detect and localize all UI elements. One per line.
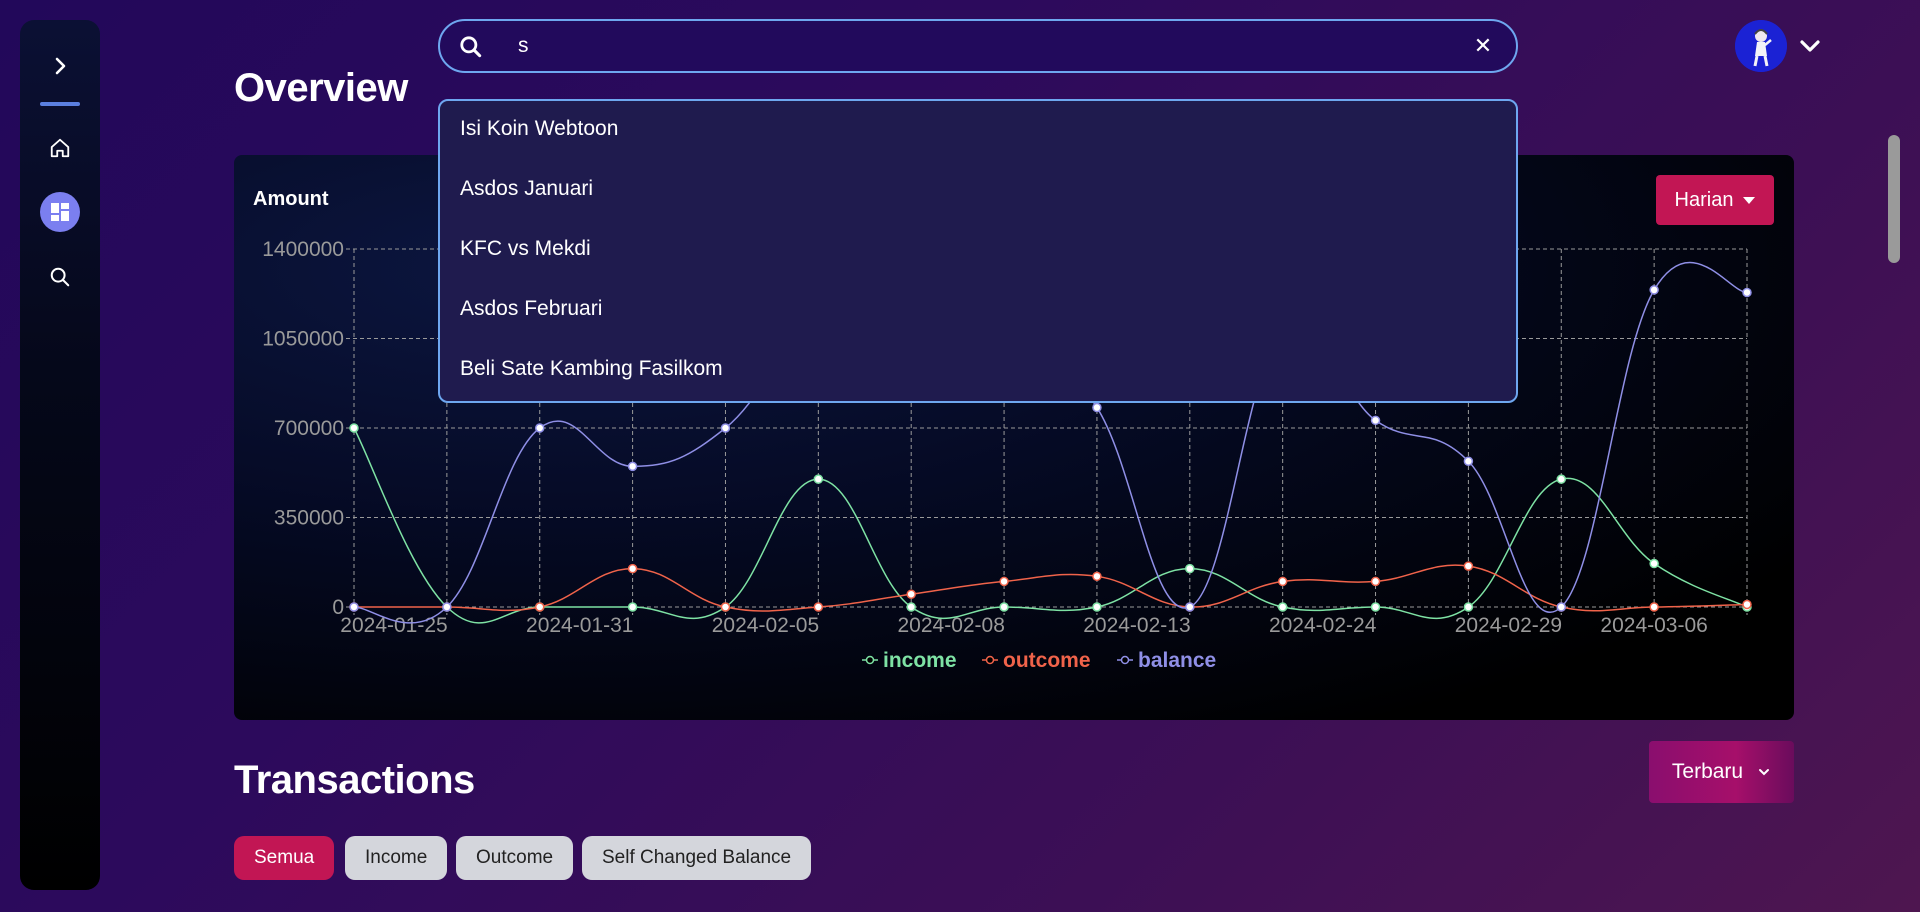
suggestion-item[interactable]: KFC vs Mekdi	[460, 237, 591, 260]
x-tick-label: 2024-02-08	[897, 614, 1004, 637]
y-tick-label: 0	[332, 596, 344, 619]
suggestion-item[interactable]: Asdos Januari	[460, 177, 594, 200]
overview-title: Overview	[234, 66, 408, 110]
x-tick-label: 2024-01-31	[526, 614, 633, 637]
income-data-point	[1463, 602, 1474, 612]
balance-series-line	[353, 261, 1748, 624]
period-label: Harian	[1674, 188, 1734, 211]
outcome-data-point	[813, 602, 824, 612]
outcome-series-line	[354, 564, 1748, 612]
income-data-point	[999, 602, 1009, 612]
balance-data-point	[720, 423, 731, 433]
sidebar-search[interactable]	[40, 257, 80, 297]
balance-data-point	[1649, 285, 1659, 295]
legend-label: income	[883, 649, 957, 672]
home-icon	[50, 138, 70, 158]
x-tick-label: 2024-02-05	[712, 614, 819, 637]
filter-chip-outcome[interactable]: Outcome	[456, 836, 574, 880]
outcome-data-point	[534, 602, 545, 612]
outcome-data-point	[1092, 571, 1102, 582]
avatar-figure-icon	[1735, 20, 1787, 72]
x-tick-label: 2024-02-13	[1083, 614, 1190, 637]
suggestion-item[interactable]: Beli Sate Kambing Fasilkom	[460, 357, 723, 380]
caret-down-icon	[1743, 196, 1756, 204]
outcome-data-point	[906, 589, 916, 599]
income-data-point	[906, 602, 916, 612]
search-icon	[460, 36, 482, 58]
income-data-point	[1649, 558, 1659, 569]
y-tick-label: 1050000	[262, 328, 344, 351]
income-data-point	[1370, 602, 1381, 612]
balance-data-point	[1185, 602, 1195, 612]
income-data-point	[627, 602, 638, 612]
outcome-data-point	[999, 576, 1009, 587]
income-data-point	[1556, 474, 1567, 484]
y-tick-label: 1400000	[262, 238, 344, 261]
balance-data-point	[349, 602, 359, 612]
balance-data-point	[1742, 287, 1752, 298]
legend-marker	[865, 655, 875, 665]
x-tick-label: 2024-03-06	[1600, 614, 1707, 637]
balance-data-point	[442, 602, 452, 612]
income-series-line	[353, 427, 1748, 624]
balance-data-point	[1556, 602, 1567, 612]
chart-amount-label: Amount	[253, 188, 329, 210]
outcome-data-point	[1649, 602, 1659, 612]
sort-dropdown-button[interactable]: Terbaru	[1649, 741, 1794, 803]
balance-data-point	[627, 461, 638, 472]
search-bar: ✕	[438, 19, 1518, 73]
x-tick-label: 2024-02-29	[1455, 614, 1562, 637]
outcome-data-point	[1463, 561, 1474, 571]
income-data-point	[349, 423, 359, 433]
outcome-data-point	[1742, 599, 1752, 610]
search-input[interactable]	[518, 31, 1418, 61]
suggestion-item[interactable]: Isi Koin Webtoon	[460, 117, 619, 140]
sidebar-dashboard[interactable]	[40, 192, 80, 232]
balance-data-point	[534, 423, 545, 433]
filter-chip-self-changed-balance[interactable]: Self Changed Balance	[582, 836, 812, 880]
account-menu-chevron-icon[interactable]	[1796, 32, 1824, 60]
balance-data-point	[1092, 402, 1102, 413]
search-suggestions: Isi Koin Webtoon Asdos Januari KFC vs Me…	[438, 99, 1518, 403]
sidebar-expand-chevron-icon[interactable]	[44, 50, 76, 82]
income-data-point	[813, 474, 824, 484]
legend-marker	[1120, 655, 1130, 665]
legend-marker	[985, 655, 995, 665]
outcome-data-point	[1370, 576, 1381, 587]
page-scrollbar[interactable]	[1888, 135, 1900, 263]
income-data-point	[1092, 602, 1102, 612]
outcome-data-point	[720, 602, 731, 612]
x-tick-label: 2024-02-24	[1269, 614, 1377, 637]
income-data-point	[1185, 563, 1195, 574]
outcome-data-point	[1277, 576, 1288, 587]
filter-chip-income[interactable]: Income	[345, 836, 448, 880]
legend-label: outcome	[1003, 649, 1091, 672]
sidebar-home[interactable]	[40, 128, 80, 168]
dashboard-icon	[51, 203, 69, 221]
avatar[interactable]	[1735, 20, 1787, 72]
income-data-point	[1277, 602, 1288, 612]
filter-chip-all[interactable]: Semua	[234, 836, 335, 880]
y-tick-label: 700000	[274, 417, 344, 440]
sidebar-divider	[40, 102, 80, 106]
x-tick-label: 2024-01-25	[340, 614, 447, 637]
clear-search-icon[interactable]: ✕	[1473, 33, 1493, 58]
sort-label: Terbaru	[1671, 760, 1744, 783]
outcome-data-point	[627, 563, 638, 574]
period-dropdown-button[interactable]: Harian	[1656, 175, 1774, 225]
transactions-title: Transactions	[234, 758, 475, 802]
balance-data-point	[1463, 456, 1474, 466]
y-tick-label: 350000	[274, 507, 344, 530]
search-icon	[50, 267, 70, 287]
chevron-down-icon	[1759, 769, 1770, 776]
sidebar	[20, 20, 100, 890]
legend-label: balance	[1138, 649, 1216, 672]
suggestion-item[interactable]: Asdos Februari	[460, 297, 603, 320]
balance-data-point	[1370, 415, 1381, 426]
